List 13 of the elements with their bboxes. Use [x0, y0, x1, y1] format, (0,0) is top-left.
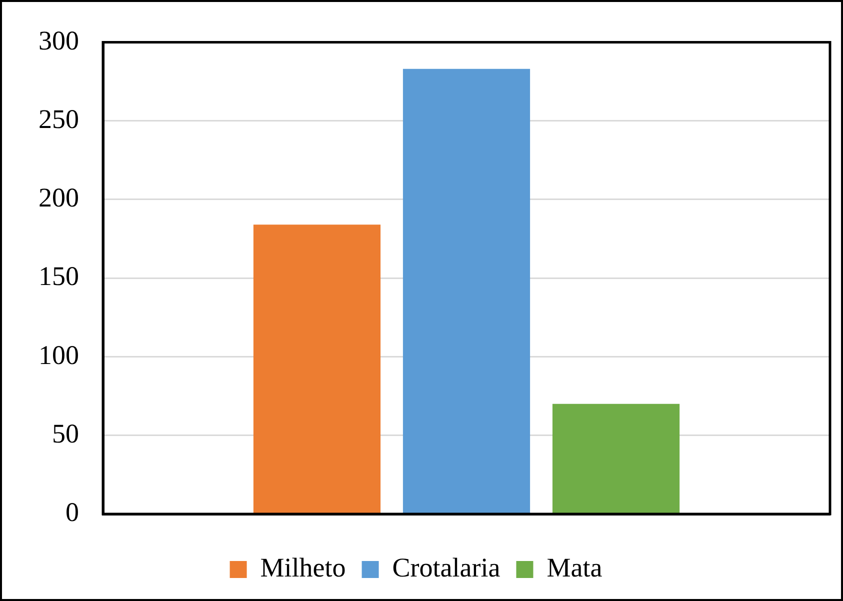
- y-tick-label: 50: [52, 418, 79, 448]
- bar: [402, 68, 530, 514]
- legend-label: Mata: [546, 552, 602, 583]
- y-tick-label: 300: [38, 25, 79, 56]
- y-tick-label: 250: [38, 104, 79, 134]
- y-tick-label: 100: [38, 340, 79, 370]
- legend-label: Crotalaria: [392, 552, 500, 583]
- y-tick-label: 200: [38, 182, 79, 213]
- y-tick-label: 150: [38, 261, 79, 292]
- legend-label: Milheto: [260, 552, 346, 583]
- bar: [552, 404, 680, 514]
- bar: [253, 224, 381, 514]
- y-tick-label: 0: [66, 497, 79, 528]
